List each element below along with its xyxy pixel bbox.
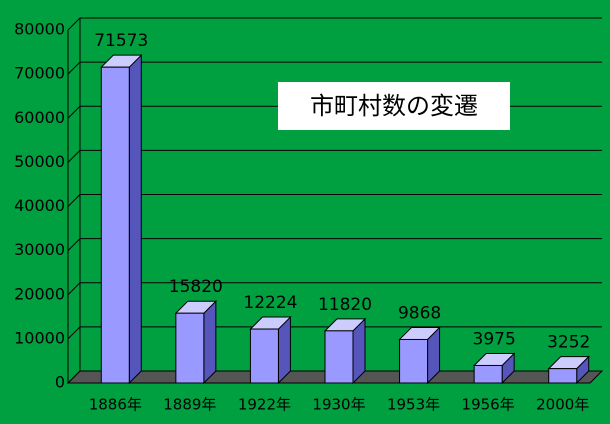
chart-title: 市町村数の変遷: [310, 92, 478, 120]
grid-line: [67, 17, 602, 31]
bar: [473, 364, 503, 384]
y-tick-label: 40000: [14, 196, 65, 215]
grid-line: [67, 326, 602, 340]
bar: [100, 66, 130, 384]
bar-side: [128, 53, 142, 385]
bar: [249, 328, 279, 384]
grid-line: [67, 238, 602, 251]
grid-line: [67, 149, 602, 163]
y-tick-label: 30000: [14, 240, 65, 259]
y-tick-label: 60000: [14, 108, 65, 127]
bar: [324, 330, 354, 384]
data-label: 15820: [169, 277, 223, 297]
y-tick-label: 10000: [14, 328, 65, 347]
x-tick-label: 1956年: [462, 396, 515, 414]
bar: [548, 368, 578, 384]
x-tick-label: 1953年: [387, 396, 440, 414]
bar: [399, 338, 429, 384]
y-tick-label: 50000: [14, 152, 65, 171]
grid-line: [67, 194, 602, 207]
y-tick-label: 70000: [14, 64, 65, 83]
plot: 0 10000 20000 30000 40000 50000 60000 70000 8000…: [14, 17, 604, 414]
data-label: 11820: [318, 295, 372, 315]
data-label: 71573: [94, 31, 148, 51]
x-tick-label: 1922年: [238, 396, 291, 414]
grid-line: [67, 61, 602, 75]
title-box: [278, 82, 510, 130]
y-tick-label: 20000: [14, 284, 65, 303]
y-tick-label: 0: [55, 373, 65, 392]
data-label: 3975: [473, 329, 516, 349]
x-tick-label: 1889年: [163, 396, 216, 414]
data-label: 3252: [547, 333, 590, 353]
data-label: 12224: [243, 293, 297, 313]
bar-side: [203, 299, 217, 385]
bar: [175, 312, 205, 384]
grid-line: [67, 282, 602, 296]
data-label: 9868: [398, 303, 441, 323]
x-tick-label: 1930年: [312, 396, 365, 414]
y-tick-label: 80000: [14, 20, 65, 39]
x-tick-label: 2000年: [536, 396, 589, 414]
x-tick-label: 1886年: [89, 396, 142, 414]
